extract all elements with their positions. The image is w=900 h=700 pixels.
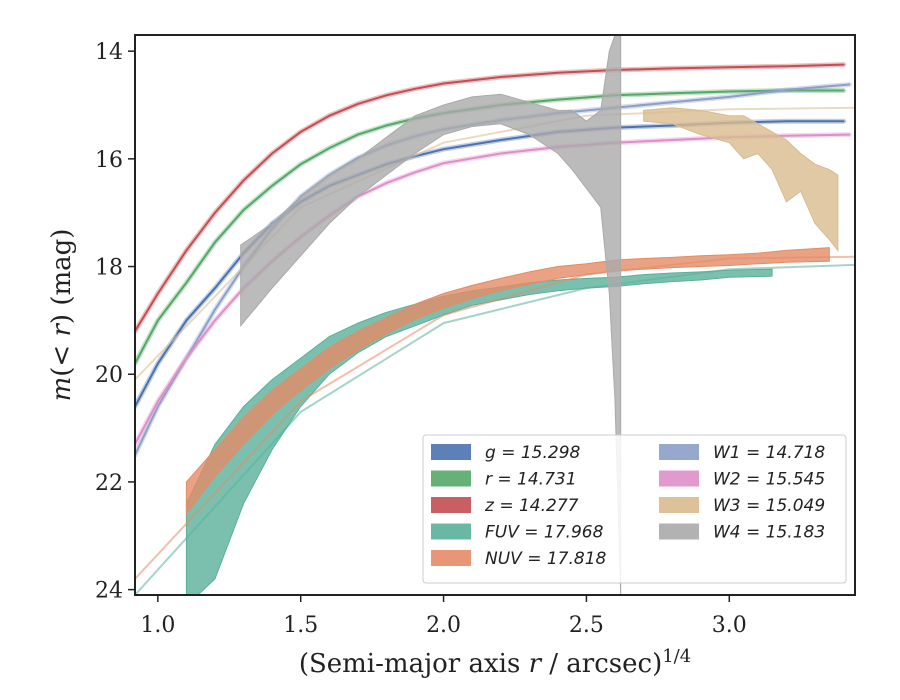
legend-swatch-w1	[659, 444, 699, 460]
plot-area	[135, 35, 855, 595]
plot-frame	[134, 34, 856, 596]
legend-swatch-r	[431, 470, 471, 487]
legend-swatch-g	[431, 444, 471, 460]
x-tick-label: 2.0	[426, 613, 461, 638]
legend-label-r: r = 14.731	[485, 470, 577, 490]
x-tick-label: 1.5	[283, 613, 318, 638]
legend-swatch-fuv	[431, 523, 471, 540]
legend-swatch-w2	[659, 470, 699, 487]
y-tick-label: 18	[95, 256, 123, 281]
x-tick-label: 1.0	[140, 613, 175, 638]
y-axis-label: m(< r) (mag)	[47, 229, 77, 402]
legend-label-w1: W1 = 14.718	[713, 443, 825, 463]
y-tick-label: 14	[95, 40, 123, 65]
x-tick-label: 2.5	[569, 613, 604, 638]
legend-frame	[422, 434, 847, 584]
legend-swatch-w3	[659, 497, 699, 513]
series-w4-band	[240, 35, 622, 595]
series-w3-band	[643, 107, 839, 252]
y-tick-label: 22	[95, 471, 123, 496]
legend-swatch-nuv	[431, 550, 471, 566]
series-nuv-band	[185, 247, 830, 516]
series-r-line	[135, 89, 845, 365]
y-axis: 14 16 18 20 22 24	[95, 40, 135, 604]
x-axis: 1.0 1.5 2.0 2.5 3.0	[140, 595, 747, 638]
series-w2-line	[135, 133, 851, 446]
x-axis-label: (Semi-major axis r / arcsec)1/4	[299, 646, 691, 679]
legend-label-fuv: FUV = 17.968	[485, 523, 604, 543]
legend-label-g: g = 15.298	[485, 443, 581, 463]
x-tick-label: 3.0	[712, 613, 747, 638]
legend-label-w3: W3 = 15.049	[713, 496, 825, 516]
y-tick-label: 16	[95, 148, 123, 173]
legend-label-w2: W2 = 15.545	[713, 470, 825, 490]
legend-label-w4: W4 = 15.183	[713, 523, 825, 543]
legend-swatch-w4	[659, 523, 699, 540]
series-z-line	[135, 63, 845, 333]
legend-label-z: z = 14.277	[484, 496, 579, 516]
legend-swatch-z	[431, 497, 471, 513]
legend: g = 15.298 r = 14.731 z = 14.277 FUV = 17.9…	[422, 434, 847, 584]
y-tick-label: 24	[95, 579, 123, 604]
legend-label-nuv: NUV = 17.818	[485, 549, 607, 569]
y-tick-label: 20	[95, 363, 123, 388]
